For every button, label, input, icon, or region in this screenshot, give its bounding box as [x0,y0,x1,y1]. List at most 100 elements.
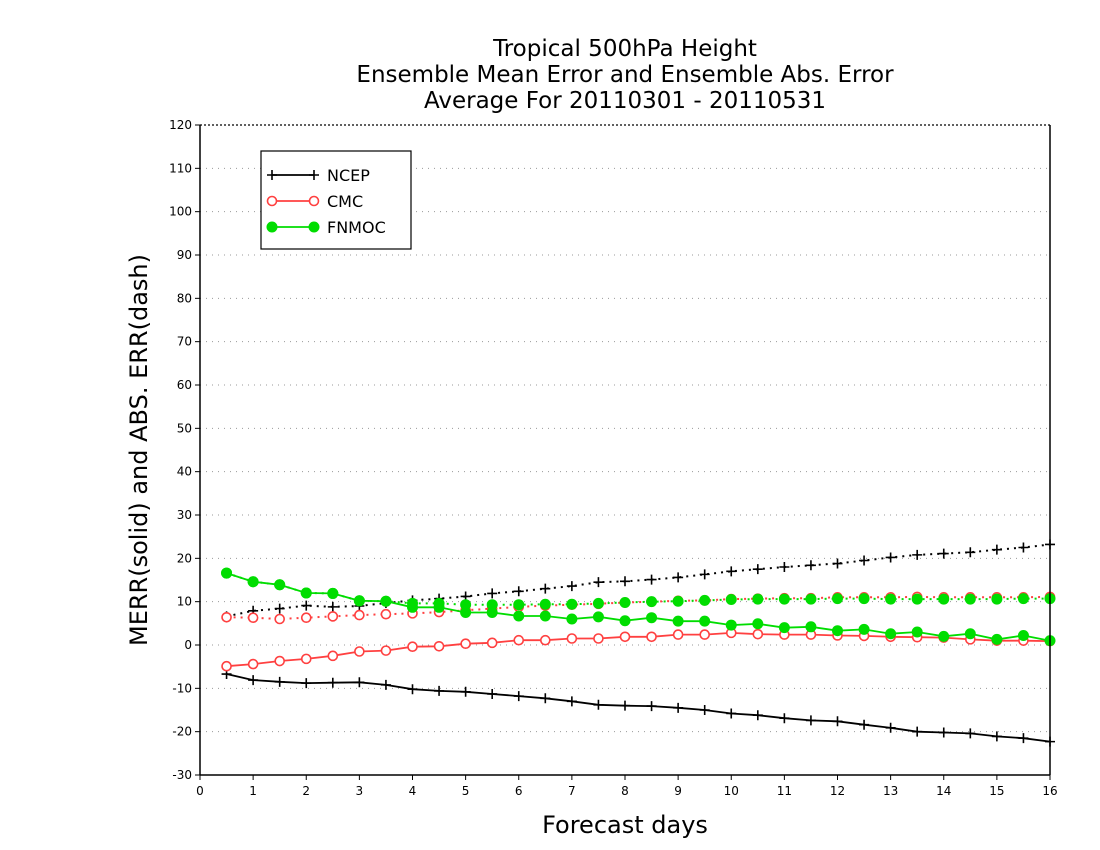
data-point [805,621,817,633]
data-point [752,593,764,605]
x-tick-label: 0 [196,784,204,798]
data-point [965,547,976,558]
chart-title-line-3: Average For 20110301 - 20110531 [423,88,827,114]
data-point [619,631,631,643]
data-point [832,625,843,637]
data-point [885,628,897,640]
x-tick-label: 11 [777,784,792,798]
x-tick-label: 1 [249,784,257,798]
x-tick-label: 15 [989,784,1004,798]
data-point [593,577,604,588]
data-point [699,629,710,640]
data-point [858,623,870,635]
legend-label: NCEP [327,166,370,185]
data-point [566,581,577,592]
series-line [226,572,1050,606]
data-point [620,700,630,711]
legend-label: FNMOC [327,218,386,237]
data-point [646,631,657,643]
y-tick-label: 0 [184,638,192,652]
legend-marker [309,170,319,180]
y-tick-label: 110 [169,161,192,175]
series-fnmoc-abs-err [221,567,1056,611]
y-tick-label: 100 [169,205,192,219]
data-point [778,622,790,634]
data-point [407,601,418,613]
data-point [540,583,551,594]
data-point [832,716,843,727]
data-point [619,597,631,609]
data-point [380,608,392,620]
data-point [221,660,232,672]
data-point [1017,629,1029,641]
series-fnmoc-merr [221,567,1056,647]
y-tick-label: 40 [177,465,192,479]
data-point [354,646,365,657]
data-point [353,595,365,607]
data-point [752,710,763,721]
data-point [885,552,896,563]
data-point [407,641,418,653]
data-point [1018,733,1029,744]
chart-title-line-1: Tropical 500hPa Height [493,36,757,62]
data-point [274,655,285,667]
x-tick-label: 3 [356,784,364,798]
data-point [699,615,711,627]
data-point [327,587,339,599]
x-tick-label: 10 [724,784,739,798]
x-tick-label: 12 [830,784,845,798]
data-point [221,567,233,579]
data-point [805,560,816,571]
y-tick-label: -20 [172,725,192,739]
data-point [965,728,976,739]
y-tick-label: 50 [177,421,192,435]
data-point [460,638,471,650]
data-point [646,596,658,608]
data-point [938,593,950,605]
data-point [938,727,949,738]
series-line [226,543,1051,618]
data-point [486,607,498,618]
data-point [964,593,976,605]
legend-marker [266,195,278,207]
legend-label: CMC [327,192,363,211]
series-ncep-merr [221,669,1055,747]
data-point [938,548,949,559]
data-point [964,628,976,640]
series-line [226,595,1051,621]
legend-marker [267,170,277,180]
x-tick-label: 2 [302,784,310,798]
data-point [513,610,525,622]
data-point [300,612,312,624]
data-point [673,572,684,583]
x-tick-label: 14 [936,784,951,798]
data-point [513,634,525,646]
data-point [301,600,312,611]
data-point [539,598,551,610]
data-point [566,613,578,625]
data-point [486,637,498,649]
data-point [911,626,923,638]
y-tick-label: 20 [177,551,192,565]
x-tick-label: 8 [621,784,629,798]
data-point [380,595,392,607]
data-point [832,593,843,605]
data-point [620,576,630,587]
data-point [912,726,923,737]
data-point [593,633,604,644]
x-tick-label: 9 [674,784,682,798]
data-point [460,686,471,697]
x-tick-label: 13 [883,784,898,798]
data-point [433,640,445,652]
data-point [487,688,498,699]
data-point [327,650,339,662]
data-point [460,607,472,618]
data-point [646,612,658,624]
legend-item-cmc: CMC [266,192,363,211]
legend: NCEP CMC FNMOC [260,150,412,250]
data-point [752,564,763,575]
data-point [778,593,790,605]
data-point [672,629,684,640]
data-point [672,615,684,627]
x-tick-label: 4 [409,784,417,798]
